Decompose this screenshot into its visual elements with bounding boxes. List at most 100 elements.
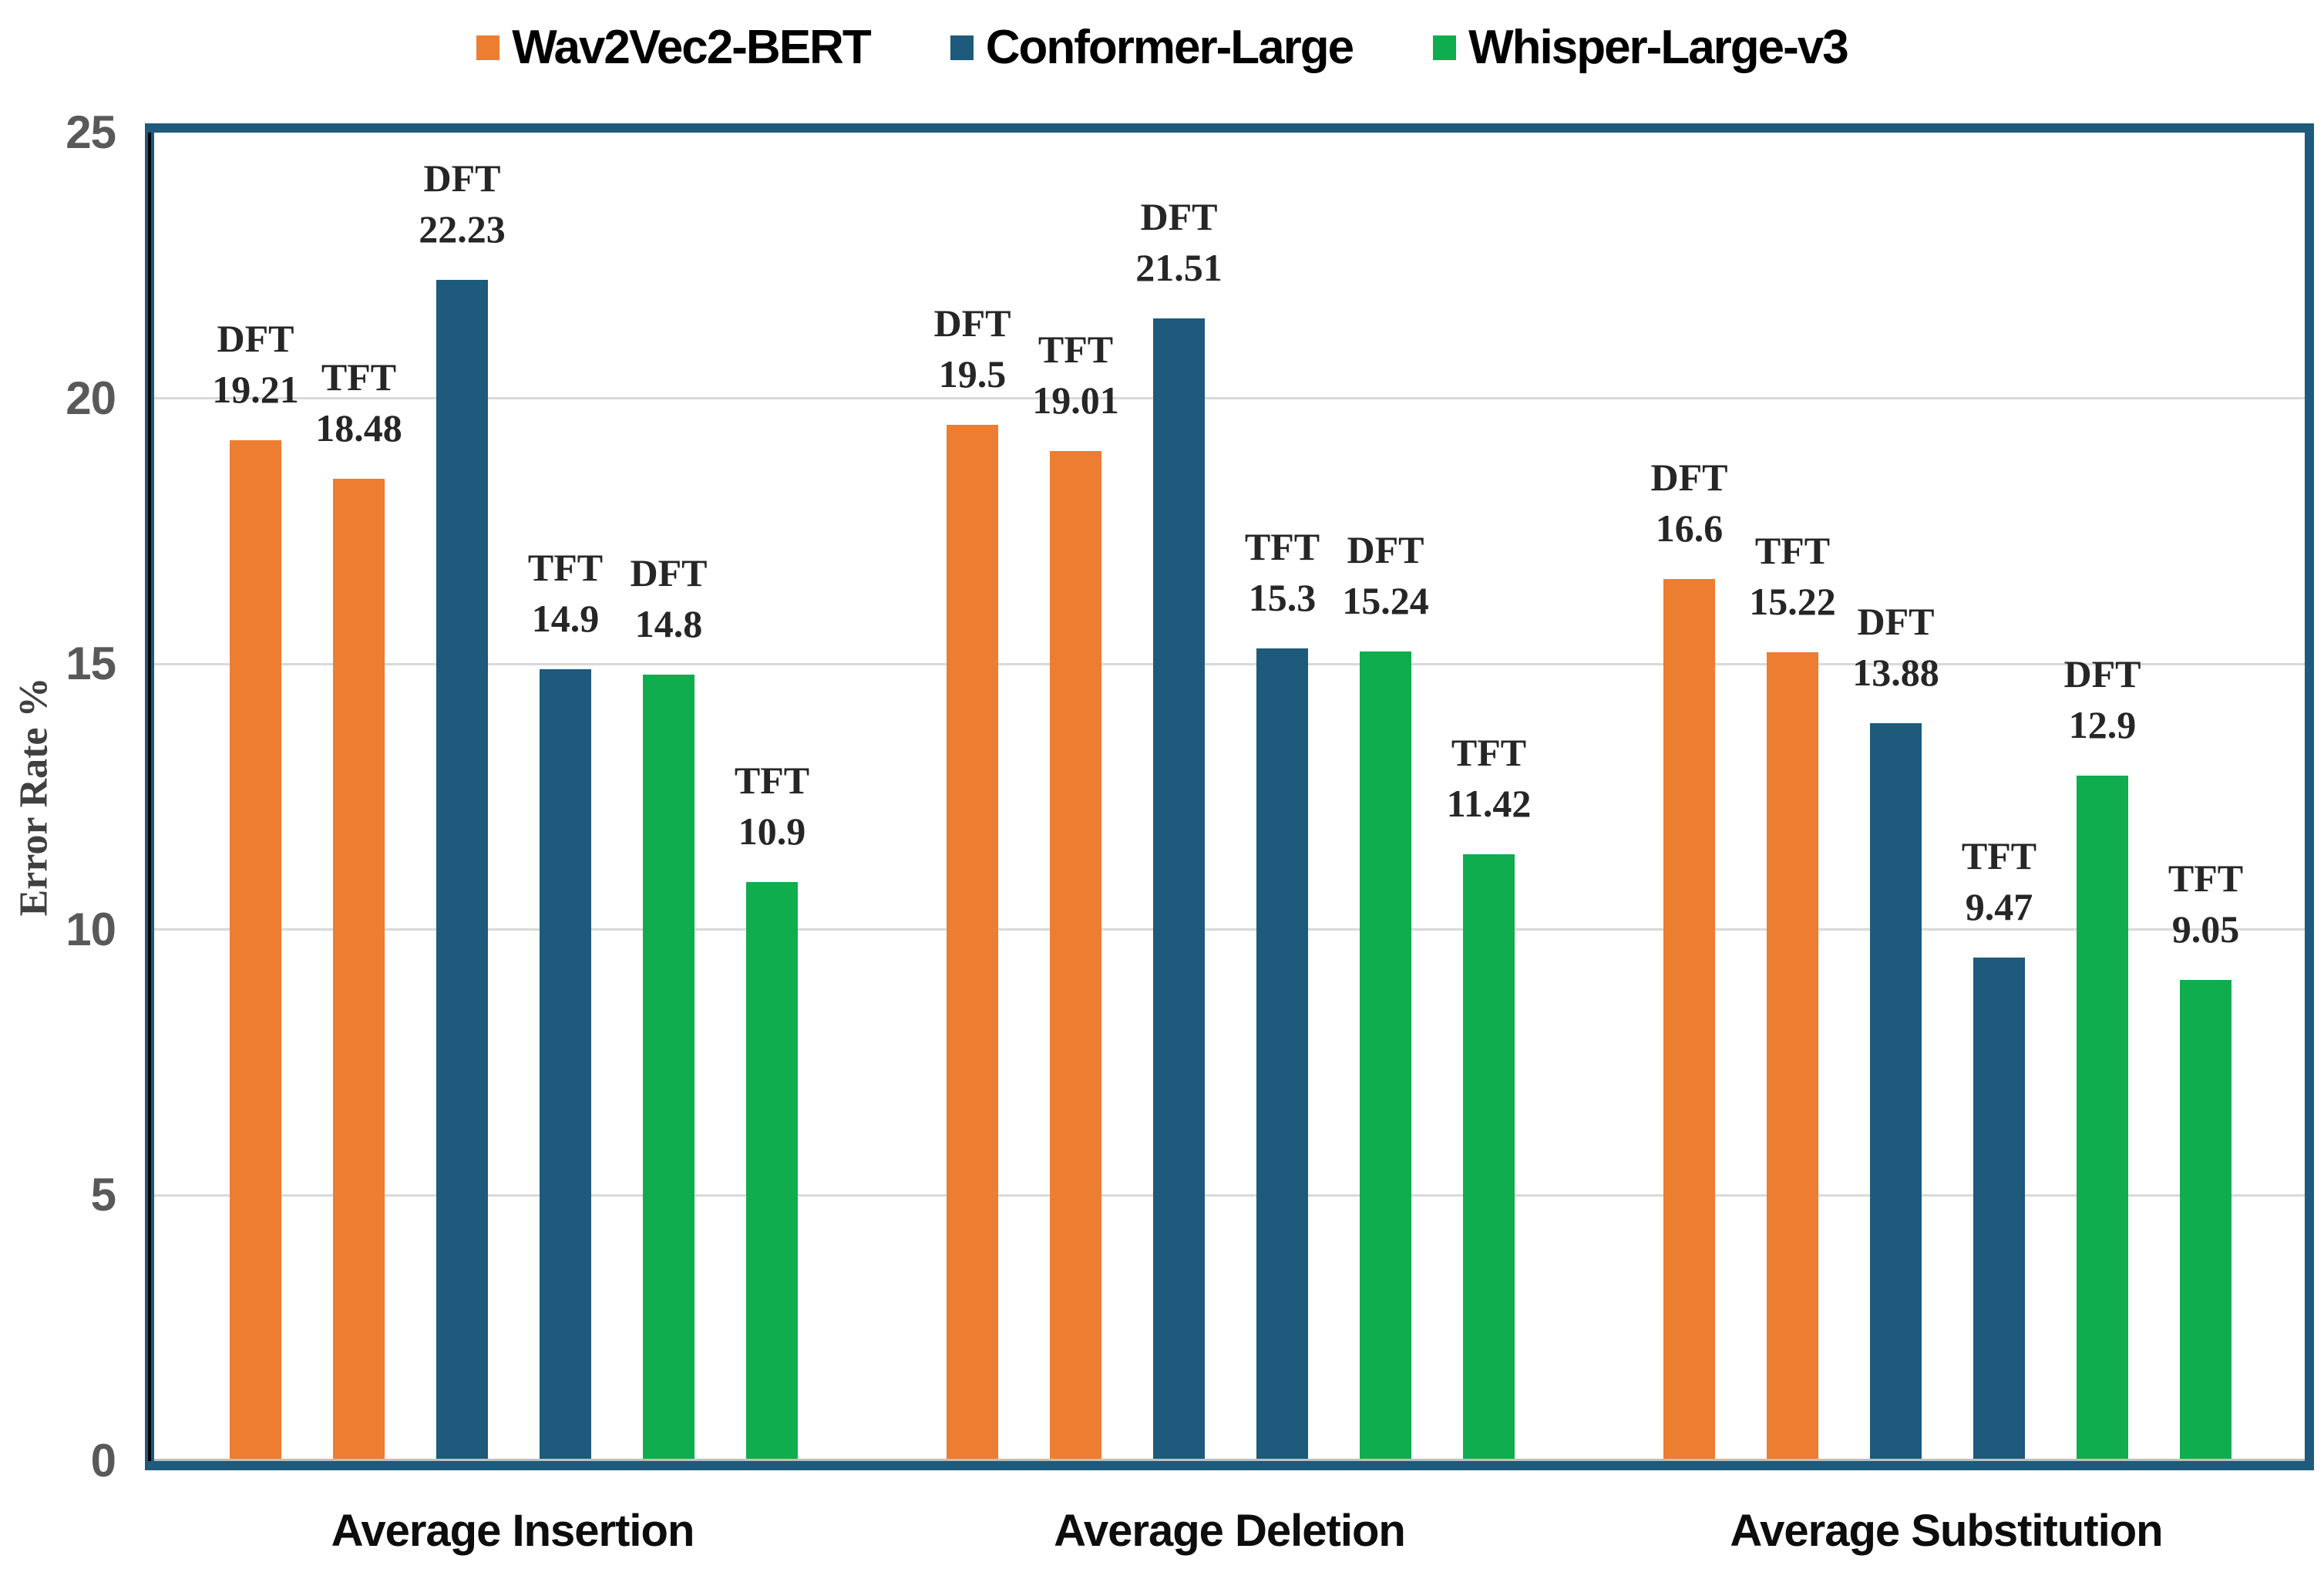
category-label: Average Deletion [1054,1506,1406,1556]
bar-label-set: TFT [1451,730,1527,774]
bar-label-value: 21.51 [1135,245,1223,289]
category-label: Average Substitution [1730,1506,2163,1556]
legend-label: Wav2Vec2-BERT [512,21,871,74]
bar-label-value: 9.05 [2171,907,2240,951]
bar-label-value: 19.01 [1032,378,1119,422]
bar [2077,775,2128,1461]
legend-item: Whisper-Large-v3 [1433,20,1849,75]
bar-label-value: 22.23 [419,207,506,251]
bar-label-value: 19.21 [212,368,299,412]
bar-label-set: DFT [1347,527,1424,571]
bar [1463,853,1515,1461]
legend-label: Conformer-Large [985,21,1354,74]
bar-label-set: DFT [2063,651,2141,695]
y-tick-label: 10 [66,903,116,955]
y-tick-label: 20 [66,372,116,424]
bar [436,279,488,1461]
bar-label: DFT 16.6 [1651,452,1728,554]
bar-label-set: DFT [1140,194,1218,238]
bar-label: TFT 14.9 [528,542,603,644]
bar-label-set: TFT [1244,524,1320,568]
bar-label: TFT 18.48 [315,352,402,453]
bar [1050,450,1101,1461]
x-axis-line [154,1459,2305,1461]
bar-label-value: 14.8 [634,601,703,645]
bar-label-set: DFT [933,301,1011,345]
bar-label-value: 18.48 [315,406,402,450]
bar-label: DFT 19.21 [212,313,299,415]
bar [1360,651,1411,1461]
y-axis-line [148,133,151,1461]
bar-label-value: 13.88 [1852,651,1939,695]
gridline [154,928,2305,931]
bar-label: DFT 15.24 [1342,524,1429,626]
bar-label-set: DFT [1650,455,1728,499]
bar-label-value: 15.24 [1342,578,1429,622]
bar-label-value: 15.3 [1248,575,1317,619]
bar-label-set: DFT [217,317,294,361]
bar [1870,723,1922,1461]
bar-label: TFT 15.22 [1749,525,1836,627]
bar [333,479,385,1461]
gridline [154,662,2305,665]
bar-label-value: 15.22 [1749,580,1836,624]
bar-label-set: TFT [1754,529,1831,573]
bar-label: TFT 9.47 [1962,830,2036,932]
bar [2180,980,2232,1461]
bar-label-set: TFT [527,546,604,590]
bar-label-value: 11.42 [1446,781,1532,825]
bar-label-value: 9.47 [1965,885,2033,929]
bar-label: DFT 19.5 [934,298,1011,399]
bar [230,440,281,1461]
y-axis-title-text: Error Rate % [12,677,56,917]
bar-label: TFT 10.9 [735,755,809,857]
bar [1256,648,1308,1461]
bar [947,425,998,1461]
bar-label-set: TFT [321,355,397,399]
bar [540,669,591,1461]
bar-label: TFT 11.42 [1447,727,1532,829]
bar-label: TFT 15.3 [1245,521,1320,623]
legend-item: Conformer-Large [950,20,1354,75]
bar-label-value: 14.9 [531,597,600,641]
bar [643,674,695,1461]
bar-label-set: DFT [630,550,708,594]
y-tick-label: 5 [90,1169,116,1221]
bar-label-set: TFT [1961,834,2037,878]
bar [1767,652,1818,1461]
legend: Wav2Vec2-BERT Conformer-Large Whisper-Larg… [0,20,2324,75]
legend-swatch-icon [1433,35,1457,60]
legend-swatch-icon [950,35,974,60]
category-label: Average Insertion [331,1506,695,1556]
bar-label: DFT 14.8 [631,547,708,649]
y-tick-label: 15 [66,638,116,690]
bar-label: TFT 19.01 [1032,324,1119,426]
y-tick-label: 0 [90,1435,116,1486]
bar-label: TFT 9.05 [2168,853,2243,954]
bar-label-value: 16.6 [1655,506,1724,550]
bar [746,881,798,1461]
legend-swatch-icon [476,35,500,60]
gridline [154,397,2305,400]
bar-label-value: 12.9 [2068,702,2137,746]
bar-label-set: TFT [2168,857,2244,901]
bar-label: DFT 12.9 [2064,648,2141,750]
legend-item: Wav2Vec2-BERT [476,20,872,75]
gridline [154,1194,2305,1197]
legend-label: Whisper-Large-v3 [1468,21,1849,74]
bar-label-set: TFT [1038,327,1114,371]
bar-label: DFT 13.88 [1852,596,1939,698]
bar-label: DFT 22.23 [419,153,506,254]
y-tick-label: 25 [66,106,116,158]
bar-label-set: DFT [1857,600,1935,644]
bar-label-set: TFT [734,758,810,802]
bar-label: DFT 21.51 [1135,191,1223,293]
bar-label-value: 19.5 [938,352,1007,396]
bar [1153,318,1205,1461]
plot-area: DFT 19.21 TFT 18.48 DFT 22.23 TFT 14.9 DFT 14.8 TF… [145,123,2314,1470]
bar-label-set: DFT [423,156,501,200]
bar [1663,578,1715,1461]
bar-label-value: 10.9 [738,809,806,853]
y-axis-title: Error Rate % [5,133,63,1461]
